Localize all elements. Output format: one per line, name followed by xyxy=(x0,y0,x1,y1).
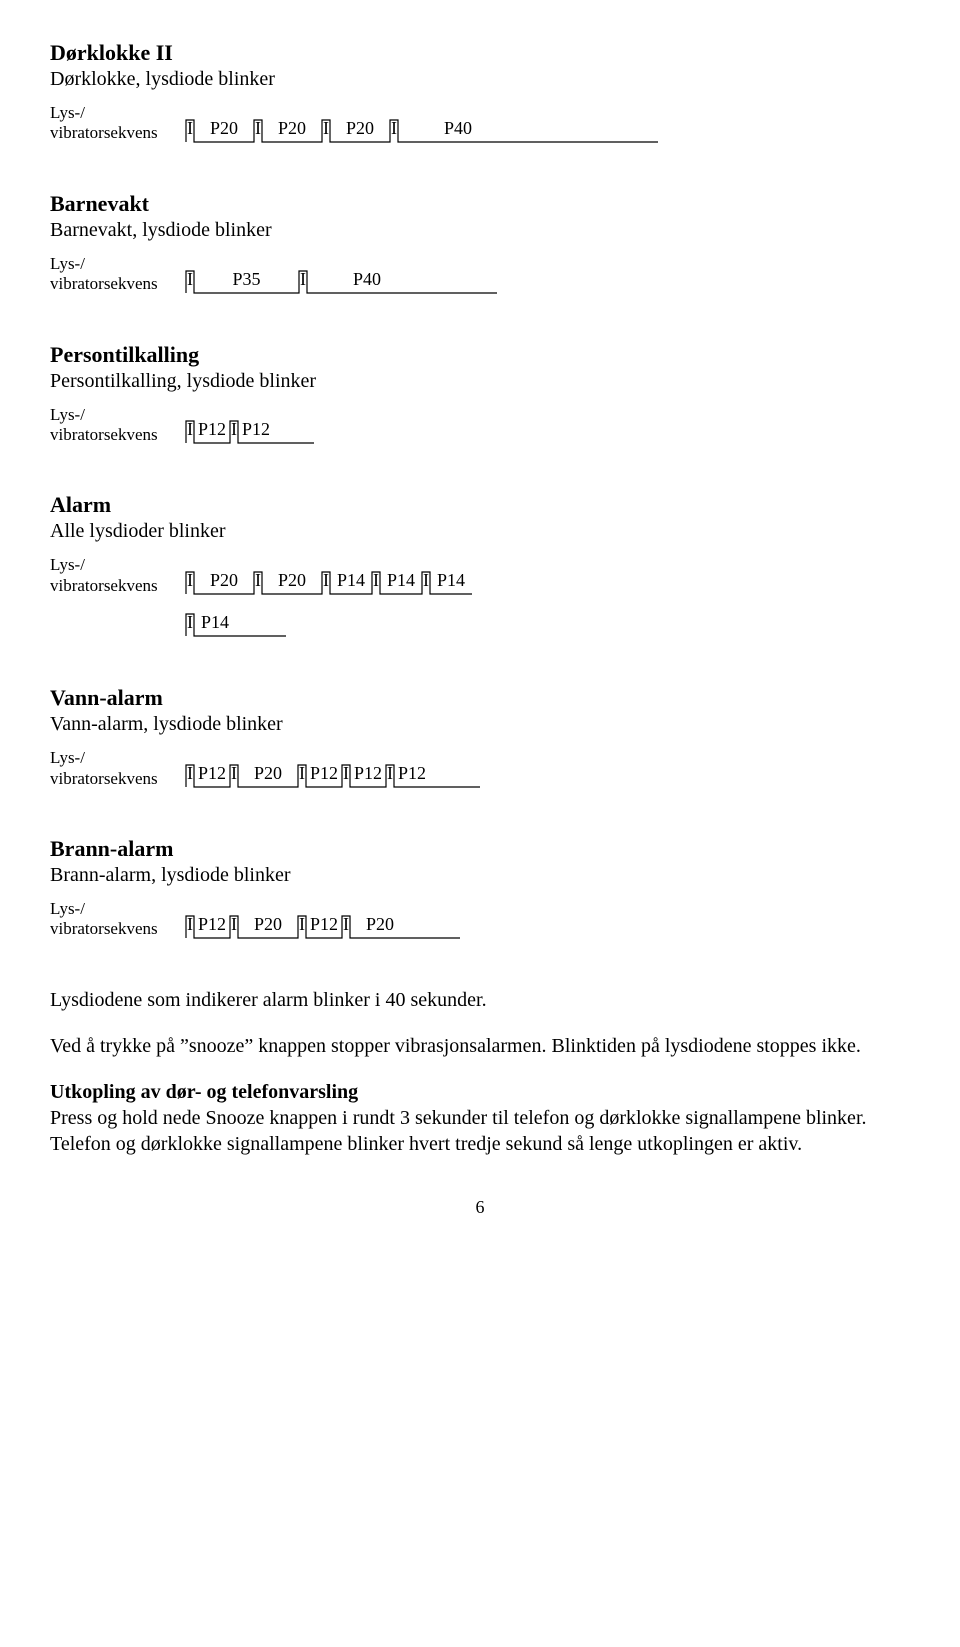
svg-text:P35: P35 xyxy=(232,269,260,289)
svg-text:I: I xyxy=(231,914,237,934)
sequence-label: Lys-/vibratorsekvens xyxy=(50,899,170,942)
svg-text:P14: P14 xyxy=(437,570,465,590)
svg-text:I: I xyxy=(299,763,305,783)
section-subtitle: Alle lysdioder blinker xyxy=(50,520,910,543)
svg-text:I: I xyxy=(187,763,193,783)
svg-text:P14: P14 xyxy=(337,570,365,590)
svg-text:P12: P12 xyxy=(354,763,382,783)
svg-text:I: I xyxy=(300,269,306,289)
section-title: Alarm xyxy=(50,492,910,518)
svg-text:P40: P40 xyxy=(353,269,381,289)
svg-text:P20: P20 xyxy=(210,570,238,590)
svg-text:I: I xyxy=(231,419,237,439)
svg-text:P12: P12 xyxy=(310,763,338,783)
svg-text:I: I xyxy=(373,570,379,590)
section-0: Dørklokke IIDørklokke, lysdiode blinker L… xyxy=(50,40,910,146)
section-title: Barnevakt xyxy=(50,191,910,217)
section-subtitle: Vann-alarm, lysdiode blinker xyxy=(50,713,910,736)
svg-text:I: I xyxy=(187,419,193,439)
sequence-row: I P14 xyxy=(50,610,910,640)
svg-text:I: I xyxy=(187,914,193,934)
section-title: Vann-alarm xyxy=(50,685,910,711)
svg-text:P20: P20 xyxy=(210,118,238,138)
section-3: AlarmAlle lysdioder blinker Lys-/vibrator… xyxy=(50,492,910,640)
section-subtitle: Brann-alarm, lysdiode blinker xyxy=(50,864,910,887)
sequence-row: Lys-/vibratorsekvens IP12IP12 xyxy=(50,405,910,448)
svg-text:P12: P12 xyxy=(198,763,226,783)
svg-text:P20: P20 xyxy=(366,914,394,934)
svg-text:I: I xyxy=(187,612,193,632)
final-heading: Utkopling av dør- og telefonvarsling xyxy=(50,1081,358,1103)
pulse-diagram: I P14 xyxy=(184,610,290,640)
svg-text:I: I xyxy=(231,763,237,783)
section-title: Brann-alarm xyxy=(50,836,910,862)
svg-text:I: I xyxy=(187,269,193,289)
svg-text:I: I xyxy=(387,763,393,783)
svg-text:P14: P14 xyxy=(387,570,415,590)
section-5: Brann-alarmBrann-alarm, lysdiode blinker… xyxy=(50,836,910,942)
sequence-label: Lys-/vibratorsekvens xyxy=(50,555,170,598)
section-subtitle: Dørklokke, lysdiode blinker xyxy=(50,68,910,91)
pulse-diagram: IP12IP12 xyxy=(184,417,318,447)
sequence-label: Lys-/vibratorsekvens xyxy=(50,254,170,297)
svg-text:P20: P20 xyxy=(346,118,374,138)
svg-text:P12: P12 xyxy=(198,914,226,934)
final-block: Utkopling av dør- og telefonvarsling Pres… xyxy=(50,1079,910,1157)
final-text: Press og hold nede Snooze knappen i rund… xyxy=(50,1107,867,1155)
pulse-diagram: IP12IP20IP12IP20 xyxy=(184,912,464,942)
svg-text:I: I xyxy=(255,570,261,590)
pulse-diagram: IP12IP20IP12IP12IP12 xyxy=(184,761,484,791)
pulse-diagram: I P20 I P20 I P20 I P40 xyxy=(184,116,662,146)
svg-text:I: I xyxy=(343,763,349,783)
sequence-label-empty xyxy=(50,638,170,640)
svg-text:P20: P20 xyxy=(278,570,306,590)
svg-text:I: I xyxy=(299,914,305,934)
svg-text:P40: P40 xyxy=(444,118,472,138)
svg-text:I: I xyxy=(187,118,193,138)
body-paragraph: Lysdiodene som indikerer alarm blinker i… xyxy=(50,987,910,1013)
pulse-diagram: I P20 I P20 I P14 I P14 I P14 xyxy=(184,568,476,598)
sequence-row: Lys-/vibratorsekvens IP12IP20IP12IP20 xyxy=(50,899,910,942)
svg-text:I: I xyxy=(343,914,349,934)
svg-text:P12: P12 xyxy=(242,419,270,439)
sequence-label: Lys-/vibratorsekvens xyxy=(50,748,170,791)
sequence-row: Lys-/vibratorsekvens IP12IP20IP12IP12IP1… xyxy=(50,748,910,791)
pulse-diagram: I P35 I P40 xyxy=(184,267,501,297)
sequence-label: Lys-/vibratorsekvens xyxy=(50,103,170,146)
body-paragraph: Ved å trykke på ”snooze” knappen stopper… xyxy=(50,1033,910,1059)
section-1: BarnevaktBarnevakt, lysdiode blinker Lys-… xyxy=(50,191,910,297)
svg-text:I: I xyxy=(391,118,397,138)
sequence-label: Lys-/vibratorsekvens xyxy=(50,405,170,448)
svg-text:P20: P20 xyxy=(254,914,282,934)
svg-text:P20: P20 xyxy=(254,763,282,783)
svg-text:P12: P12 xyxy=(398,763,426,783)
page-number: 6 xyxy=(50,1197,910,1218)
section-4: Vann-alarmVann-alarm, lysdiode blinker Ly… xyxy=(50,685,910,791)
section-title: Dørklokke II xyxy=(50,40,910,66)
svg-text:I: I xyxy=(423,570,429,590)
svg-text:P14: P14 xyxy=(201,612,229,632)
svg-text:I: I xyxy=(323,118,329,138)
sequence-row: Lys-/vibratorsekvens I P20 I P20 I P14 I P14 I P1… xyxy=(50,555,910,598)
svg-text:P12: P12 xyxy=(198,419,226,439)
sequence-row: Lys-/vibratorsekvens I P20 I P20 I P20 I P40 xyxy=(50,103,910,146)
section-title: Persontilkalling xyxy=(50,342,910,368)
page-content: Dørklokke IIDørklokke, lysdiode blinker L… xyxy=(50,40,910,1218)
svg-text:P20: P20 xyxy=(278,118,306,138)
svg-text:I: I xyxy=(255,118,261,138)
svg-text:I: I xyxy=(187,570,193,590)
sequence-row: Lys-/vibratorsekvens I P35 I P40 xyxy=(50,254,910,297)
section-2: PersontilkallingPersontilkalling, lysdio… xyxy=(50,342,910,448)
svg-text:P12: P12 xyxy=(310,914,338,934)
svg-text:I: I xyxy=(323,570,329,590)
section-subtitle: Persontilkalling, lysdiode blinker xyxy=(50,370,910,393)
section-subtitle: Barnevakt, lysdiode blinker xyxy=(50,219,910,242)
